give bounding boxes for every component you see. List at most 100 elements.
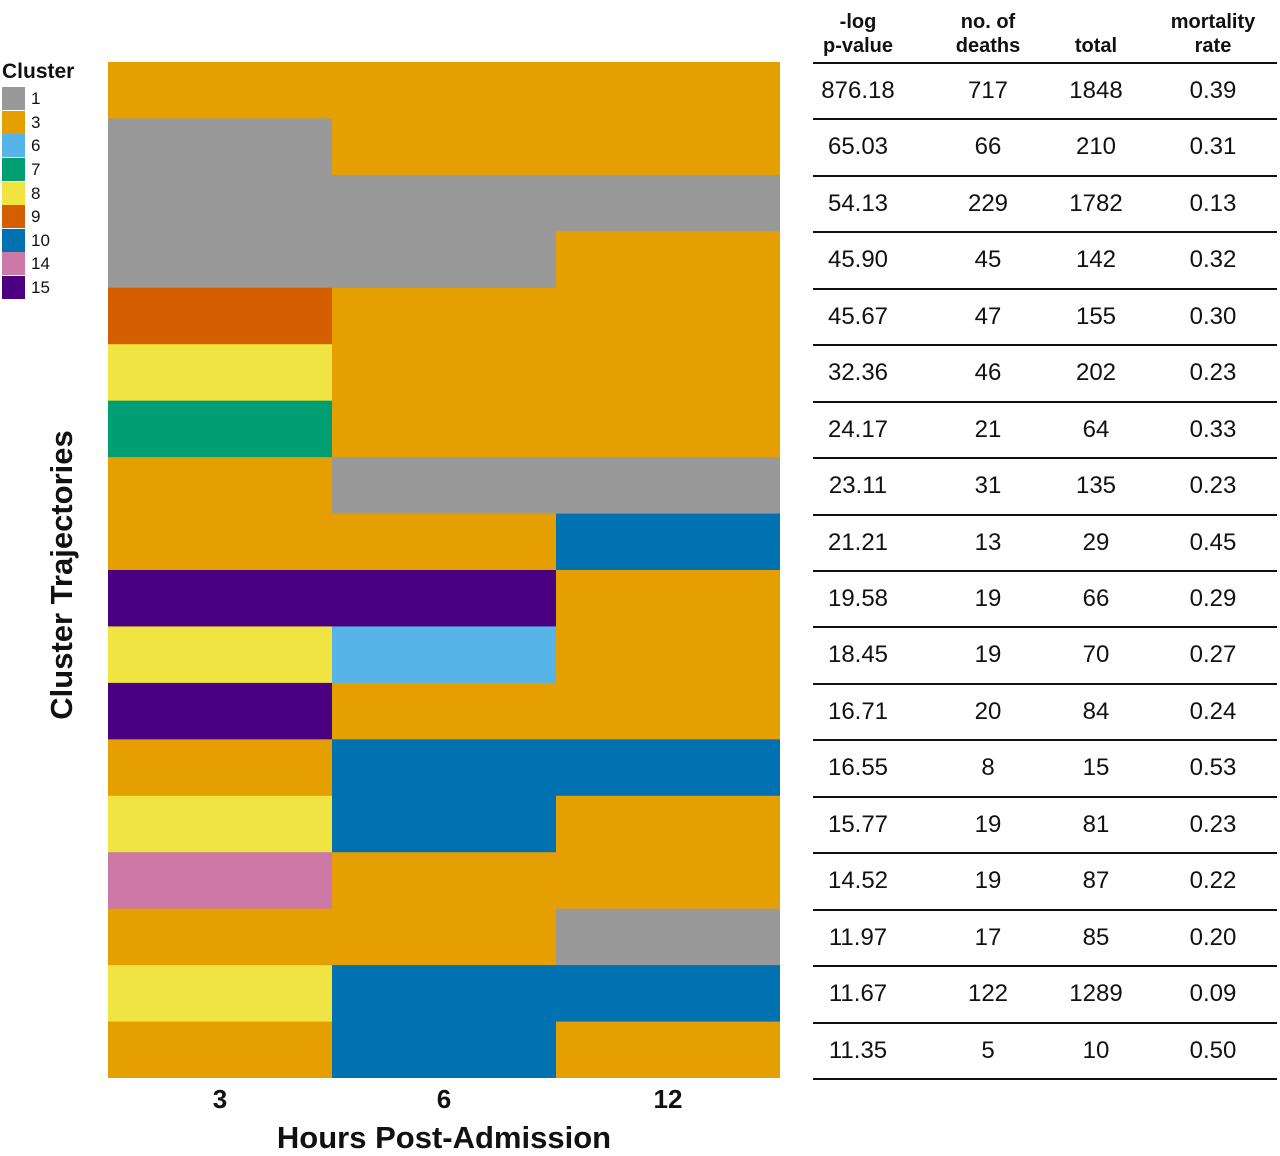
- heatmap-cell: [108, 908, 333, 966]
- table-cell: 1848: [1069, 77, 1123, 104]
- table-cell: 0.39: [1189, 77, 1237, 104]
- table-cell: 0.09: [1189, 980, 1237, 1008]
- table-cell: 23.11: [828, 472, 888, 500]
- table-row: 15.77 19 81 0.23: [813, 795, 1277, 852]
- table-row: 876.18 717 1848 0.39: [813, 62, 1277, 118]
- table-cell: 45.67: [827, 302, 889, 330]
- heatmap-cell: [332, 174, 557, 232]
- heatmap-cell: [556, 231, 780, 289]
- table-cell: 11.97: [828, 923, 888, 951]
- heatmap-cell: [556, 965, 780, 1023]
- table-row: 21.21 13 29 0.45: [813, 513, 1277, 570]
- table-cell: 54.13: [827, 189, 889, 217]
- heatmap-cell: [556, 344, 780, 402]
- table-cell: 0.23: [1189, 472, 1237, 500]
- legend-item: 7: [2, 158, 102, 182]
- heatmap-cell: [556, 287, 780, 345]
- table-cell: 155: [1075, 302, 1117, 330]
- table-header: -log p-value no. of deaths total mortality …: [813, 0, 1277, 62]
- table-column-header: -log p-value: [822, 11, 894, 57]
- table-row: 16.71 20 84 0.24: [813, 682, 1277, 739]
- heatmap-cell: [556, 908, 780, 966]
- table-cell: 0.23: [1189, 810, 1237, 838]
- heatmap-cell: [108, 513, 333, 571]
- table-cell: 16.71: [827, 697, 889, 725]
- table-row: 32.36 46 202 0.23: [813, 344, 1277, 400]
- table-row: 24.17 21 64 0.33: [813, 400, 1277, 457]
- table-cell: 45: [974, 246, 1002, 274]
- table-cell: 0.29: [1189, 585, 1237, 612]
- heatmap-cell: [108, 174, 333, 232]
- table-cell: 5: [981, 1036, 995, 1064]
- legend-swatch: [2, 181, 25, 205]
- legend-swatch: [2, 110, 25, 134]
- legend-label: 3: [31, 112, 41, 132]
- table-column-header: mortality rate: [1170, 11, 1256, 57]
- table-cell: 14.52: [827, 867, 889, 895]
- table-cell: 24.17: [827, 415, 889, 443]
- legend-label: 15: [31, 278, 50, 298]
- table-cell: 135: [1075, 472, 1117, 500]
- table-cell: 210: [1075, 133, 1117, 161]
- heatmap-cell: [332, 626, 557, 684]
- table-cell: 1782: [1069, 189, 1123, 217]
- heatmap-cell: [332, 231, 557, 289]
- table-row: 54.13 229 1782 0.13: [813, 174, 1277, 231]
- table-row: 11.97 17 85 0.20: [813, 908, 1277, 965]
- table-cell: 122: [967, 980, 1009, 1008]
- table-row: 65.03 66 210 0.31: [813, 118, 1277, 174]
- table-cell: 229: [967, 189, 1009, 217]
- table-cell: 0.20: [1189, 923, 1237, 951]
- table-row: 45.90 45 142 0.32: [813, 231, 1277, 287]
- table-cell: 85: [1082, 923, 1110, 951]
- heatmap-cell: [108, 739, 333, 797]
- table-cell: 0.13: [1189, 189, 1237, 217]
- table-cell: 29: [1082, 528, 1110, 556]
- heatmap-cell: [332, 62, 557, 120]
- table-row: 19.58 19 66 0.29: [813, 570, 1277, 626]
- heatmap-cell: [556, 682, 780, 740]
- heatmap-cell: [332, 908, 557, 966]
- heatmap-cell: [556, 852, 780, 910]
- legend-label: 6: [31, 136, 41, 156]
- x-axis-label: Hours Post-Admission: [276, 1120, 612, 1155]
- heatmap-cell: [332, 852, 557, 910]
- table-cell: 70: [1082, 641, 1110, 669]
- legend-swatch: [2, 252, 25, 276]
- heatmap-cell: [108, 682, 333, 740]
- table-cell: 19.58: [827, 585, 889, 612]
- table-cell: 0.31: [1189, 133, 1237, 161]
- legend-item: 3: [2, 110, 102, 135]
- table-cell: 11.35: [828, 1036, 888, 1064]
- table-cell: 142: [1075, 246, 1117, 274]
- table-cell: 1289: [1069, 980, 1123, 1008]
- table-cell: 17: [974, 923, 1002, 951]
- table-cell: 876.18: [821, 77, 895, 104]
- table-cell: 47: [974, 302, 1002, 330]
- heatmap-cell: [108, 570, 333, 628]
- table-cell: 66: [1082, 585, 1110, 612]
- table-row: 16.55 8 15 0.53: [813, 739, 1277, 795]
- legend-item: 8: [2, 181, 102, 205]
- table-cell: 81: [1082, 810, 1110, 838]
- legend-item: 14: [2, 252, 102, 276]
- table-cell: 66: [974, 133, 1002, 161]
- x-tick-label: 3: [212, 1084, 228, 1114]
- heatmap-cell: [108, 852, 333, 910]
- table-cell: 0.27: [1189, 641, 1237, 669]
- table-cell: 45.90: [827, 246, 889, 274]
- legend-item: 10: [2, 228, 102, 253]
- table-cell: 13: [974, 528, 1002, 556]
- heatmap-cell: [556, 400, 780, 458]
- table-cell: 19: [974, 585, 1002, 612]
- table-cell: 0.33: [1189, 415, 1237, 443]
- heatmap-cell: [556, 626, 780, 684]
- table-row: 11.35 5 10 0.50: [813, 1021, 1277, 1078]
- table-cell: 11.67: [828, 980, 888, 1008]
- table-column-header: total: [1074, 35, 1118, 57]
- table-cell: 0.22: [1189, 867, 1237, 895]
- table-cell: 0.53: [1189, 754, 1237, 782]
- legend-label: 8: [31, 183, 41, 203]
- heatmap-cell: [332, 682, 557, 740]
- table-cell: 20: [974, 697, 1002, 725]
